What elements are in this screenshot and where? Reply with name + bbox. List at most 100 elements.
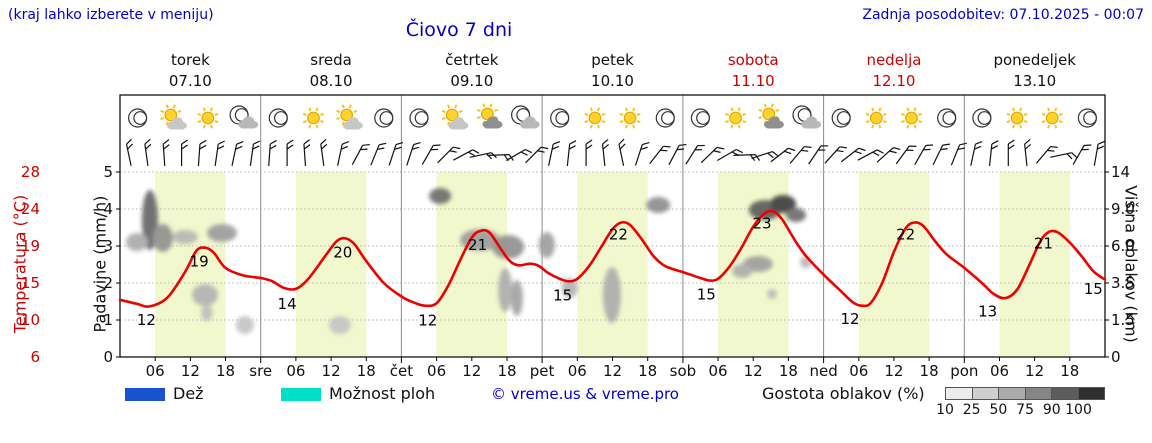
wind-barbs-row	[125, 138, 1105, 167]
wind-barb	[286, 139, 294, 166]
sun-cloud-dark-icon	[476, 103, 503, 129]
wind-barb	[437, 146, 461, 164]
wind-barb	[566, 140, 577, 167]
day-date: 10.10	[591, 72, 634, 90]
wind-barb	[716, 148, 744, 162]
temp-value-label: 14	[278, 295, 297, 313]
sun-icon	[900, 107, 923, 129]
temp-value-label: 13	[978, 302, 997, 320]
day-label-petek: petek 10.10	[542, 50, 683, 92]
day-date: 13.10	[1013, 72, 1057, 90]
wind-barb	[144, 138, 152, 166]
cloud-density-legend-label: Gostota oblakov (%)	[762, 384, 925, 403]
cloud-blob	[126, 233, 148, 251]
cloud-blob	[498, 268, 513, 312]
cloud-blob	[207, 224, 237, 242]
sun-icon	[1041, 107, 1063, 129]
cloud-blob	[767, 289, 777, 299]
day-label-sobota: sobota 11.10	[683, 50, 824, 92]
day-date: 11.10	[731, 72, 775, 90]
precip-axis-label: Padavine (mm/h)	[90, 195, 110, 333]
sun-icon	[725, 107, 747, 129]
temp-value-label: 22	[609, 226, 628, 244]
wind-barb	[1035, 145, 1058, 164]
wind-barb	[231, 141, 244, 166]
day-label-nedelja: nedelja 12.10	[824, 50, 965, 92]
wind-barb	[789, 145, 812, 164]
temp-value-label: 20	[333, 243, 352, 261]
sun-cloud-icon	[160, 104, 187, 130]
sun-cloud-icon	[441, 104, 469, 130]
wind-barb	[320, 138, 328, 166]
day-abbrev-label: pon	[950, 362, 978, 380]
cloud-density-scale-labels: 10 25 50 75 90 100	[936, 402, 1107, 418]
wind-barb	[1072, 144, 1092, 165]
wind-barb	[649, 145, 671, 165]
temp-tick-label: 15	[21, 274, 40, 292]
day-label-četrtek: četrtek 09.10	[401, 50, 542, 92]
temp-value-label: 12	[418, 312, 437, 330]
cloud-tick-label: 1.5	[1111, 311, 1135, 329]
wind-barb	[1007, 139, 1015, 166]
moon-icon	[1077, 108, 1098, 128]
day-name: torek	[170, 51, 210, 69]
moon-icon	[937, 108, 957, 128]
precip-tick-label: 4	[103, 200, 113, 218]
day-name: četrtek	[445, 51, 499, 69]
cloud-blob	[172, 230, 199, 244]
wind-barb	[700, 146, 725, 164]
wind-barb	[932, 143, 950, 166]
location-hint: (kraj lahko izberete v meniju)	[8, 7, 214, 23]
day-separators	[260, 95, 965, 357]
credit-link[interactable]: © vreme.us & vreme.pro	[491, 385, 679, 403]
temperature-value-labels: 12 19 14 20 12 21 15 22 15 23 12 22 13 21 15	[137, 215, 1103, 330]
moon-cloud-icon	[229, 105, 259, 129]
hour-tick-label: 12	[462, 362, 481, 380]
hour-tick-label: 06	[286, 362, 305, 380]
day-abbrev-label: sre	[249, 362, 272, 380]
wind-barb	[525, 146, 549, 164]
day-name: ponedeljek	[993, 51, 1076, 69]
wind-barb	[303, 139, 311, 167]
showers-legend-label: Možnost ploh	[329, 384, 436, 403]
cloud-blob	[152, 224, 173, 252]
day-date: 08.10	[309, 72, 353, 90]
day-name: sreda	[310, 51, 352, 69]
cloud-blob	[235, 316, 254, 334]
cloud-density-tick: 90	[1042, 402, 1061, 418]
temperature-axis-label: Temperatura (°C)	[10, 194, 30, 334]
wind-barb	[1050, 152, 1078, 160]
sun-icon	[619, 107, 641, 129]
cloud-density-swatch	[945, 387, 973, 400]
cloud-blob	[770, 195, 797, 213]
moon-cloud-icon	[792, 105, 822, 129]
hour-tick-label: 06	[849, 362, 868, 380]
wind-barb	[125, 138, 134, 166]
cloud-blob	[492, 235, 525, 259]
moon-icon	[268, 108, 288, 128]
x-tick-labels: 06 12 18 sre 06 12 18 čet 06 12 18 pet 06 12 18 sob 06 12…	[146, 362, 1080, 380]
cloud-blob	[510, 280, 523, 316]
day-label-sreda: sreda 08.10	[261, 50, 402, 92]
day-date: 12.10	[872, 72, 916, 90]
daylight-band	[858, 172, 930, 357]
wind-barb	[337, 141, 350, 166]
wind-barb	[421, 144, 441, 165]
page-title: Čiovo 7 dni	[405, 19, 513, 41]
moon-icon	[550, 108, 570, 128]
cloud-density-tick: 10	[936, 402, 954, 418]
wind-barb	[388, 142, 404, 166]
day-date: 09.10	[450, 72, 494, 90]
wind-barb	[840, 147, 866, 163]
temp-value-label: 21	[468, 236, 487, 254]
hour-tick-label: 18	[497, 362, 516, 380]
temp-value-label: 15	[553, 286, 572, 304]
sun-cloud-dark-icon	[758, 103, 784, 129]
hour-tick-label: 12	[744, 362, 763, 380]
wind-barb	[505, 148, 533, 162]
wind-barb	[268, 139, 277, 167]
cloud-tick-label: 3.5	[1111, 274, 1135, 292]
cloud-blob	[646, 197, 671, 213]
hour-tick-label: 18	[1060, 362, 1079, 380]
